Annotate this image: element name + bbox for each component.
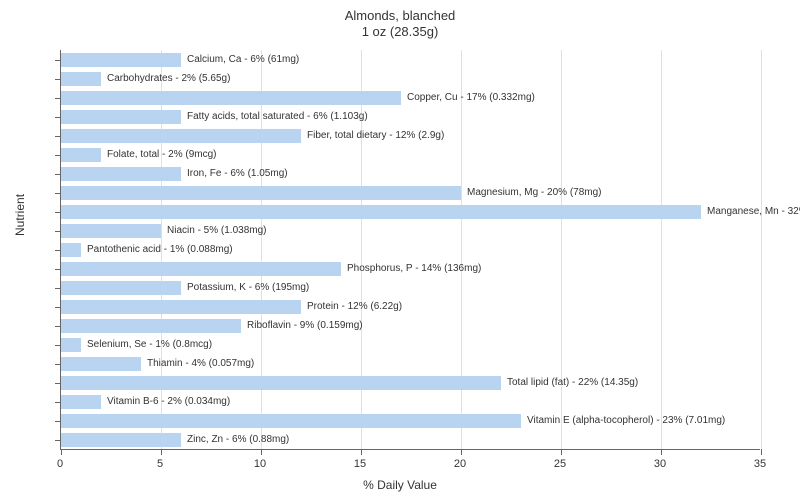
nutrient-bar [61, 414, 521, 428]
nutrient-bar-label: Potassium, K - 6% (195mg) [187, 281, 309, 295]
nutrient-bar-label: Copper, Cu - 17% (0.332mg) [407, 91, 535, 105]
y-tick [55, 174, 61, 175]
nutrient-bar [61, 338, 81, 352]
nutrient-bar-label: Iron, Fe - 6% (1.05mg) [187, 167, 288, 181]
plot-area: Calcium, Ca - 6% (61mg) Carbohydrates - 2… [60, 50, 760, 450]
nutrient-bar-label: Carbohydrates - 2% (5.65g) [107, 72, 230, 86]
nutrient-bar-label: Manganese, Mn - 32% (0.635mg) [707, 205, 800, 219]
nutrient-bar-label: Magnesium, Mg - 20% (78mg) [467, 186, 602, 200]
nutrient-bar [61, 186, 461, 200]
y-tick [55, 288, 61, 289]
x-tick-label: 10 [254, 458, 266, 470]
nutrient-bar [61, 243, 81, 257]
y-tick [55, 136, 61, 137]
y-tick [55, 307, 61, 308]
nutrient-bar-label: Pantothenic acid - 1% (0.088mg) [87, 243, 233, 257]
y-tick [55, 155, 61, 156]
nutrient-bar-label: Selenium, Se - 1% (0.8mcg) [87, 338, 212, 352]
nutrient-bar [61, 300, 301, 314]
y-tick [55, 269, 61, 270]
nutrient-bar-label: Protein - 12% (6.22g) [307, 300, 402, 314]
x-axis-label: % Daily Value [0, 478, 800, 492]
nutrient-bar-label: Riboflavin - 9% (0.159mg) [247, 319, 363, 333]
x-tick [761, 449, 762, 455]
y-tick [55, 231, 61, 232]
nutrient-bar [61, 53, 181, 67]
y-tick [55, 383, 61, 384]
nutrient-bar-label: Vitamin E (alpha-tocopherol) - 23% (7.01… [527, 414, 725, 428]
nutrient-bar [61, 395, 101, 409]
nutrient-bar [61, 376, 501, 390]
y-tick [55, 326, 61, 327]
x-tick-label: 30 [654, 458, 666, 470]
x-tick-label: 0 [57, 458, 63, 470]
nutrient-bar-label: Fiber, total dietary - 12% (2.9g) [307, 129, 444, 143]
gridline [661, 50, 662, 449]
chart-title-line1: Almonds, blanched [0, 8, 800, 23]
chart-container: Almonds, blanched 1 oz (28.35g) Nutrient… [0, 0, 800, 500]
y-tick [55, 60, 61, 61]
nutrient-bar-label: Niacin - 5% (1.038mg) [167, 224, 266, 238]
x-tick [261, 449, 262, 455]
nutrient-bar [61, 91, 401, 105]
x-tick-label: 25 [554, 458, 566, 470]
nutrient-bar [61, 433, 181, 447]
y-tick [55, 345, 61, 346]
nutrient-bar [61, 224, 161, 238]
y-tick [55, 193, 61, 194]
nutrient-bar [61, 148, 101, 162]
nutrient-bar [61, 167, 181, 181]
y-tick [55, 79, 61, 80]
nutrient-bar [61, 205, 701, 219]
x-tick [561, 449, 562, 455]
nutrient-bar-label: Fatty acids, total saturated - 6% (1.103… [187, 110, 368, 124]
x-tick-label: 20 [454, 458, 466, 470]
y-tick [55, 98, 61, 99]
x-tick-label: 5 [157, 458, 163, 470]
x-tick-label: 35 [754, 458, 766, 470]
y-tick [55, 421, 61, 422]
nutrient-bar [61, 110, 181, 124]
nutrient-bar-label: Vitamin B-6 - 2% (0.034mg) [107, 395, 230, 409]
x-tick [161, 449, 162, 455]
x-tick [661, 449, 662, 455]
x-tick [361, 449, 362, 455]
nutrient-bar [61, 357, 141, 371]
nutrient-bar-label: Phosphorus, P - 14% (136mg) [347, 262, 481, 276]
y-tick [55, 250, 61, 251]
nutrient-bar-label: Calcium, Ca - 6% (61mg) [187, 53, 299, 67]
x-tick [461, 449, 462, 455]
y-tick [55, 402, 61, 403]
gridline [761, 50, 762, 449]
nutrient-bar [61, 262, 341, 276]
y-axis-label: Nutrient [13, 194, 27, 236]
y-tick [55, 364, 61, 365]
nutrient-bar [61, 72, 101, 86]
x-tick-label: 15 [354, 458, 366, 470]
chart-title-line2: 1 oz (28.35g) [0, 24, 800, 39]
y-tick [55, 212, 61, 213]
nutrient-bar [61, 281, 181, 295]
nutrient-bar-label: Folate, total - 2% (9mcg) [107, 148, 216, 162]
nutrient-bar-label: Zinc, Zn - 6% (0.88mg) [187, 433, 289, 447]
nutrient-bar [61, 319, 241, 333]
nutrient-bar-label: Total lipid (fat) - 22% (14.35g) [507, 376, 638, 390]
nutrient-bar [61, 129, 301, 143]
x-tick [61, 449, 62, 455]
y-tick [55, 440, 61, 441]
y-tick [55, 117, 61, 118]
nutrient-bar-label: Thiamin - 4% (0.057mg) [147, 357, 254, 371]
